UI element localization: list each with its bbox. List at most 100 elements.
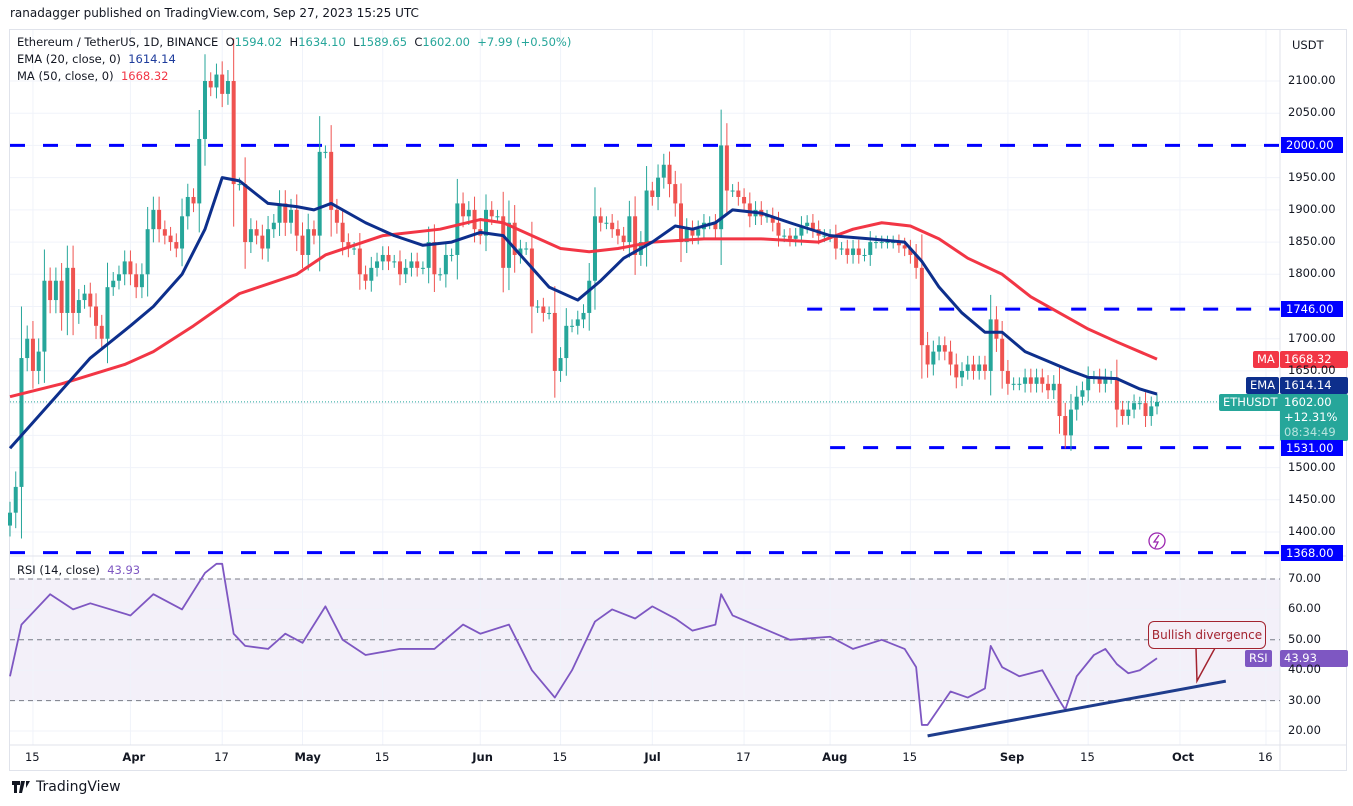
candle-body	[208, 81, 213, 88]
candle-body	[59, 280, 64, 313]
candle-body	[713, 222, 718, 230]
candle-body	[822, 235, 827, 237]
rsi-tick-label: 60.00	[1288, 601, 1321, 616]
candle-body	[862, 254, 867, 256]
level-price-tag: 1746.00	[1281, 301, 1343, 318]
candle-body	[191, 196, 196, 204]
currency-label[interactable]: USDT	[1292, 38, 1324, 52]
rsi-label: RSI (14, close)	[17, 563, 100, 577]
candle-body	[885, 242, 890, 244]
candle-body	[1023, 377, 1028, 384]
ema-legend[interactable]: EMA (20, close, 0) 1614.14	[17, 52, 176, 66]
ema-label: EMA (20, close, 0)	[17, 52, 121, 66]
price-tick-label: 1950.00	[1288, 169, 1336, 184]
candle-body	[914, 254, 919, 268]
candle-body	[294, 209, 299, 236]
candle-body	[426, 242, 431, 268]
candle-body	[220, 74, 225, 94]
candle-body	[931, 351, 936, 365]
price-tick-label: 1650.00	[1288, 362, 1336, 377]
rsi-tick-label: 70.00	[1288, 571, 1321, 585]
candle-body	[719, 145, 724, 230]
candle-body	[518, 248, 523, 255]
time-tick-label: 17	[736, 750, 751, 764]
symbol-name[interactable]: Ethereum / TetherUS, 1D, BINANCE	[17, 35, 219, 49]
candle-body	[48, 280, 53, 301]
candle-body	[329, 151, 334, 210]
ma-legend[interactable]: MA (50, close, 0) 1668.32	[17, 69, 169, 83]
time-tick-label: Aug	[822, 750, 848, 764]
candle-body	[965, 364, 970, 371]
candle-body	[570, 325, 575, 327]
candle-body	[977, 364, 982, 371]
candle-body	[678, 203, 683, 243]
candle-body	[673, 184, 678, 204]
candle-body	[65, 267, 70, 313]
candle-body	[1120, 409, 1125, 417]
candle-body	[105, 287, 110, 339]
candle-body	[535, 306, 540, 308]
published-info: ranadagger published on TradingView.com,…	[10, 6, 419, 20]
candle-body	[151, 209, 156, 230]
candle-body	[266, 229, 271, 249]
candle-body	[799, 225, 804, 236]
candle-body	[1063, 416, 1068, 436]
candle-body	[960, 370, 965, 378]
ma-price-tag: 1668.32	[1280, 351, 1348, 368]
level-price-tag: 1531.00	[1281, 439, 1343, 456]
candle-body	[908, 248, 913, 255]
candle-body	[461, 203, 466, 217]
candle-body	[541, 306, 546, 313]
time-tick-label: 15	[1080, 750, 1095, 764]
time-tick-label: 15	[374, 750, 390, 764]
candle-body	[489, 209, 494, 217]
candle-body	[1103, 377, 1108, 384]
candle-body	[443, 254, 448, 275]
time-tick-label: May	[294, 750, 321, 764]
rsi-legend[interactable]: RSI (14, close) 43.93	[17, 563, 140, 577]
candle-body	[1080, 390, 1085, 397]
candle-body	[656, 177, 661, 197]
time-tick-label: 15	[902, 750, 918, 764]
price-tick-label: 1850.00	[1288, 234, 1336, 249]
candle-body	[633, 216, 638, 255]
candle-body	[1114, 377, 1119, 410]
candle-body	[71, 267, 76, 313]
candle-body	[484, 209, 489, 236]
candle-body	[558, 358, 563, 371]
rsi-tick-label: 40.00	[1288, 662, 1321, 677]
tradingview-logo[interactable]: TradingView	[12, 779, 121, 795]
level-price-tag: 1368.00	[1281, 544, 1343, 561]
candle-body	[833, 235, 838, 249]
time-tick-label: 17	[214, 750, 229, 764]
candle-body	[25, 338, 30, 359]
candle-body	[53, 280, 58, 301]
candle-body	[501, 216, 506, 268]
candle-body	[122, 261, 127, 275]
candle-body	[684, 229, 689, 243]
candle-body	[94, 306, 99, 326]
price-tick-label: 1450.00	[1288, 491, 1336, 506]
candle-body	[1155, 401, 1159, 407]
logo-text: TradingView	[36, 779, 121, 795]
candle-body	[851, 248, 856, 255]
candle-body	[197, 138, 202, 204]
candle-body	[340, 222, 345, 243]
candle-body	[1051, 383, 1056, 391]
bullish-divergence-callout[interactable]: Bullish divergence	[1148, 621, 1266, 649]
candle-body	[231, 81, 236, 185]
candle-body	[982, 364, 987, 371]
candle-body	[942, 345, 947, 352]
candle-body	[810, 222, 815, 230]
candle-body	[1137, 403, 1142, 405]
candle-body	[311, 229, 316, 236]
candle-body	[455, 203, 460, 255]
candle-body	[873, 242, 878, 244]
candle-body	[248, 229, 253, 243]
price-tick-label: 1400.00	[1288, 524, 1336, 538]
candle-body	[564, 325, 569, 359]
candle-body	[1034, 377, 1039, 384]
open-label: O	[225, 35, 235, 49]
candle-body	[621, 235, 626, 243]
